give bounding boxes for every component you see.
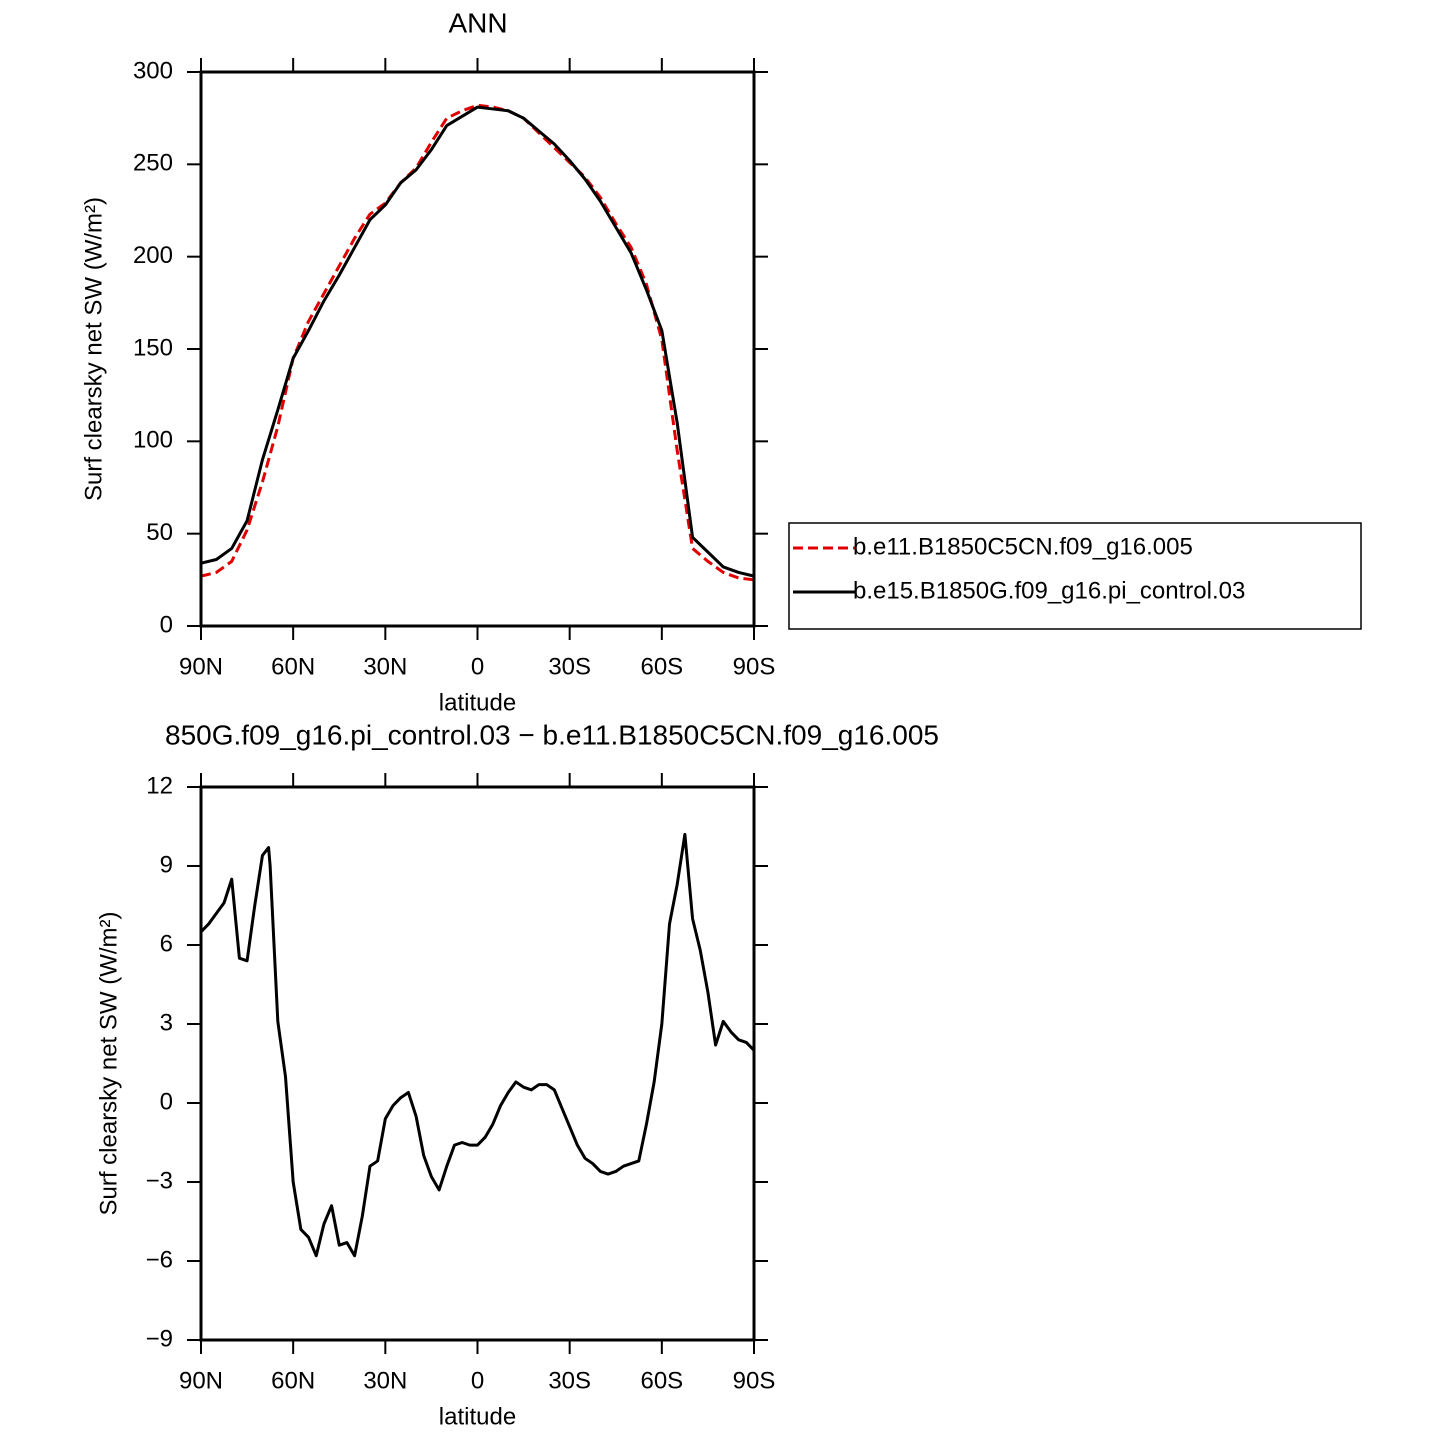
x-tick-label: 0: [471, 1367, 484, 1394]
y-tick-label: 3: [160, 1009, 173, 1036]
x-tick-label: 90N: [179, 653, 223, 680]
x-tick-label: 30S: [548, 1367, 591, 1394]
y-tick-label: 50: [146, 519, 173, 546]
plot-frame: [199, 70, 756, 628]
x-tick-label: 30S: [548, 653, 591, 680]
y-axis-label: Surf clearsky net SW (W/m²): [80, 197, 107, 501]
x-tick-label: 60S: [640, 1367, 683, 1394]
x-tick-label: 90S: [733, 1367, 776, 1394]
x-tick-label: 60N: [271, 1367, 315, 1394]
data-line: [200, 103, 755, 582]
chart-title: ANN: [448, 7, 507, 38]
y-tick-label: −9: [146, 1325, 173, 1352]
x-axis-label: latitude: [439, 1403, 516, 1430]
x-tick-label: 30N: [363, 653, 407, 680]
y-tick-label: 300: [133, 57, 173, 84]
legend-box: [788, 522, 1362, 630]
y-tick-label: 0: [160, 611, 173, 638]
y-tick-label: 6: [160, 930, 173, 957]
data-line: [200, 105, 755, 578]
y-tick-label: 9: [160, 851, 173, 878]
chart-title: 850G.f09_g16.pi_control.03 − b.e11.B1850…: [165, 719, 939, 750]
x-tick-label: 90S: [733, 653, 776, 680]
x-tick-label: 30N: [363, 1367, 407, 1394]
y-tick-label: 12: [146, 772, 173, 799]
y-tick-label: 200: [133, 242, 173, 269]
x-axis-label: latitude: [439, 689, 516, 716]
legend-label: b.e11.B1850C5CN.f09_g16.005: [853, 533, 1193, 560]
x-tick-label: 0: [471, 653, 484, 680]
y-tick-label: 100: [133, 427, 173, 454]
y-tick-label: 250: [133, 150, 173, 177]
y-tick-label: 150: [133, 334, 173, 361]
y-tick-label: −3: [146, 1167, 173, 1194]
x-tick-label: 90N: [179, 1367, 223, 1394]
y-tick-label: −6: [146, 1246, 173, 1273]
legend-label: b.e15.B1850G.f09_g16.pi_control.03: [853, 577, 1245, 604]
y-tick-label: 0: [160, 1088, 173, 1115]
plot-frame: [199, 785, 756, 1342]
x-tick-label: 60S: [640, 653, 683, 680]
x-tick-label: 60N: [271, 653, 315, 680]
data-line: [199, 832, 756, 1258]
y-axis-label: Surf clearsky net SW (W/m²): [95, 911, 122, 1215]
